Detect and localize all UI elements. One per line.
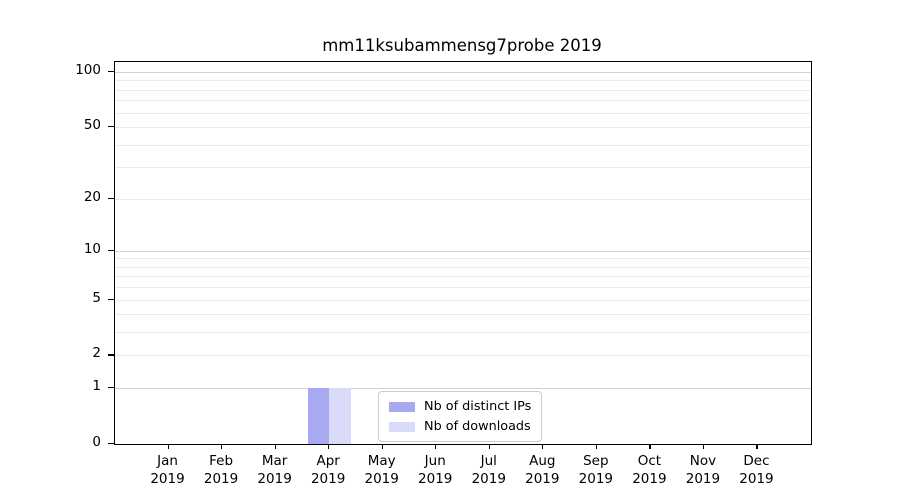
y-tick-label: 2: [92, 345, 101, 362]
minor-gridline: [115, 276, 811, 278]
x-tick-mark: [328, 444, 330, 449]
y-tick-label: 10: [83, 240, 101, 257]
x-tick-label: May 2019: [350, 452, 414, 488]
x-tick-mark: [595, 444, 598, 449]
bar-nb-of-downloads-apr-2019: [329, 388, 351, 444]
y-tick-label: 1: [92, 378, 101, 395]
minor-gridline: [115, 100, 811, 102]
x-tick-month: Nov: [689, 453, 717, 469]
minor-gridline: [115, 89, 811, 91]
x-tick-month: Sep: [583, 453, 609, 469]
x-tick-year: 2019: [739, 471, 774, 487]
x-tick-month: May: [367, 453, 396, 469]
x-tick-mark: [756, 444, 758, 449]
y-tick-mark: [108, 298, 114, 300]
x-tick-year: 2019: [578, 471, 614, 487]
minor-gridline: [115, 332, 811, 334]
x-tick-month: Apr: [316, 453, 340, 469]
legend-swatch-nb-of-distinct-ips: [389, 401, 415, 412]
x-tick-label: Apr 2019: [296, 452, 360, 488]
major-gridline: [115, 250, 811, 252]
major-gridline: [115, 71, 811, 73]
minor-gridline: [115, 287, 811, 289]
y-tick-mark: [108, 197, 114, 199]
chart-title: mm11ksubammensg7probe 2019: [322, 36, 602, 55]
y-tick-mark: [108, 387, 114, 389]
x-tick-year: 2019: [203, 471, 239, 487]
x-tick-year: 2019: [310, 471, 346, 487]
y-tick-mark: [108, 126, 114, 128]
minor-gridline: [115, 198, 811, 200]
minor-gridline: [115, 127, 811, 129]
x-tick-mark: [702, 444, 705, 449]
minor-gridline: [115, 266, 811, 268]
major-gridline: [115, 388, 811, 390]
minor-gridline: [115, 167, 811, 169]
x-tick-year: 2019: [525, 471, 560, 487]
y-tick-label: 5: [92, 289, 101, 306]
x-tick-year: 2019: [150, 471, 185, 487]
plot-area: [114, 61, 812, 445]
x-tick-month: Mar: [261, 453, 288, 469]
x-tick-mark: [649, 444, 651, 449]
y-tick-mark: [108, 443, 114, 445]
x-tick-month: Jul: [480, 453, 497, 469]
y-tick-mark: [108, 70, 114, 73]
x-tick-mark: [167, 444, 169, 449]
x-tick-label: Jun 2019: [403, 452, 467, 488]
legend-row: Nb of downloads: [389, 418, 531, 435]
x-tick-label: Mar 2019: [243, 452, 307, 488]
y-tick-label: 100: [75, 61, 101, 78]
x-tick-month: Jun: [424, 453, 446, 469]
x-tick-mark: [488, 444, 490, 449]
bar-nb-of-distinct-ips-apr-2019: [307, 388, 330, 444]
x-tick-label: Feb 2019: [189, 452, 253, 488]
x-tick-month: Oct: [637, 453, 662, 469]
x-tick-label: Jan 2019: [136, 452, 200, 488]
x-tick-label: Dec 2019: [724, 452, 788, 488]
x-tick-month: Jan: [157, 453, 178, 469]
minor-gridline: [115, 144, 811, 146]
x-tick-mark: [435, 444, 437, 449]
x-tick-month: Dec: [743, 453, 770, 469]
x-tick-month: Aug: [529, 453, 556, 469]
minor-gridline: [115, 314, 811, 316]
x-tick-label: Nov 2019: [671, 452, 735, 488]
x-tick-year: 2019: [418, 471, 453, 487]
x-tick-label: Sep 2019: [564, 452, 628, 488]
x-tick-label: Oct 2019: [617, 452, 681, 488]
x-tick-year: 2019: [364, 471, 399, 487]
legend-label: Nb of downloads: [424, 419, 531, 434]
minor-gridline: [115, 258, 811, 260]
y-tick-mark: [108, 354, 114, 356]
legend-row: Nb of distinct IPs: [389, 398, 531, 415]
minor-gridline: [115, 355, 811, 357]
x-tick-month: Feb: [209, 453, 234, 469]
minor-gridline: [115, 299, 811, 301]
x-tick-mark: [274, 444, 276, 449]
x-tick-mark: [542, 444, 544, 449]
x-tick-year: 2019: [471, 471, 506, 487]
legend-label: Nb of distinct IPs: [424, 399, 532, 414]
x-tick-mark: [381, 444, 383, 449]
y-tick-label: 20: [83, 188, 101, 205]
x-tick-label: Aug 2019: [510, 452, 574, 488]
y-tick-mark: [108, 249, 114, 251]
x-tick-label: Jul 2019: [457, 452, 521, 488]
legend-swatch-nb-of-downloads: [389, 421, 415, 432]
legend: Nb of distinct IPs Nb of downloads: [378, 391, 543, 442]
minor-gridline: [115, 112, 811, 114]
x-tick-mark: [221, 444, 223, 449]
minor-gridline: [115, 80, 811, 82]
y-tick-label: 0: [92, 434, 101, 450]
x-tick-year: 2019: [685, 471, 721, 487]
y-tick-label: 50: [83, 117, 101, 134]
x-tick-year: 2019: [632, 471, 667, 487]
x-tick-year: 2019: [257, 471, 292, 487]
